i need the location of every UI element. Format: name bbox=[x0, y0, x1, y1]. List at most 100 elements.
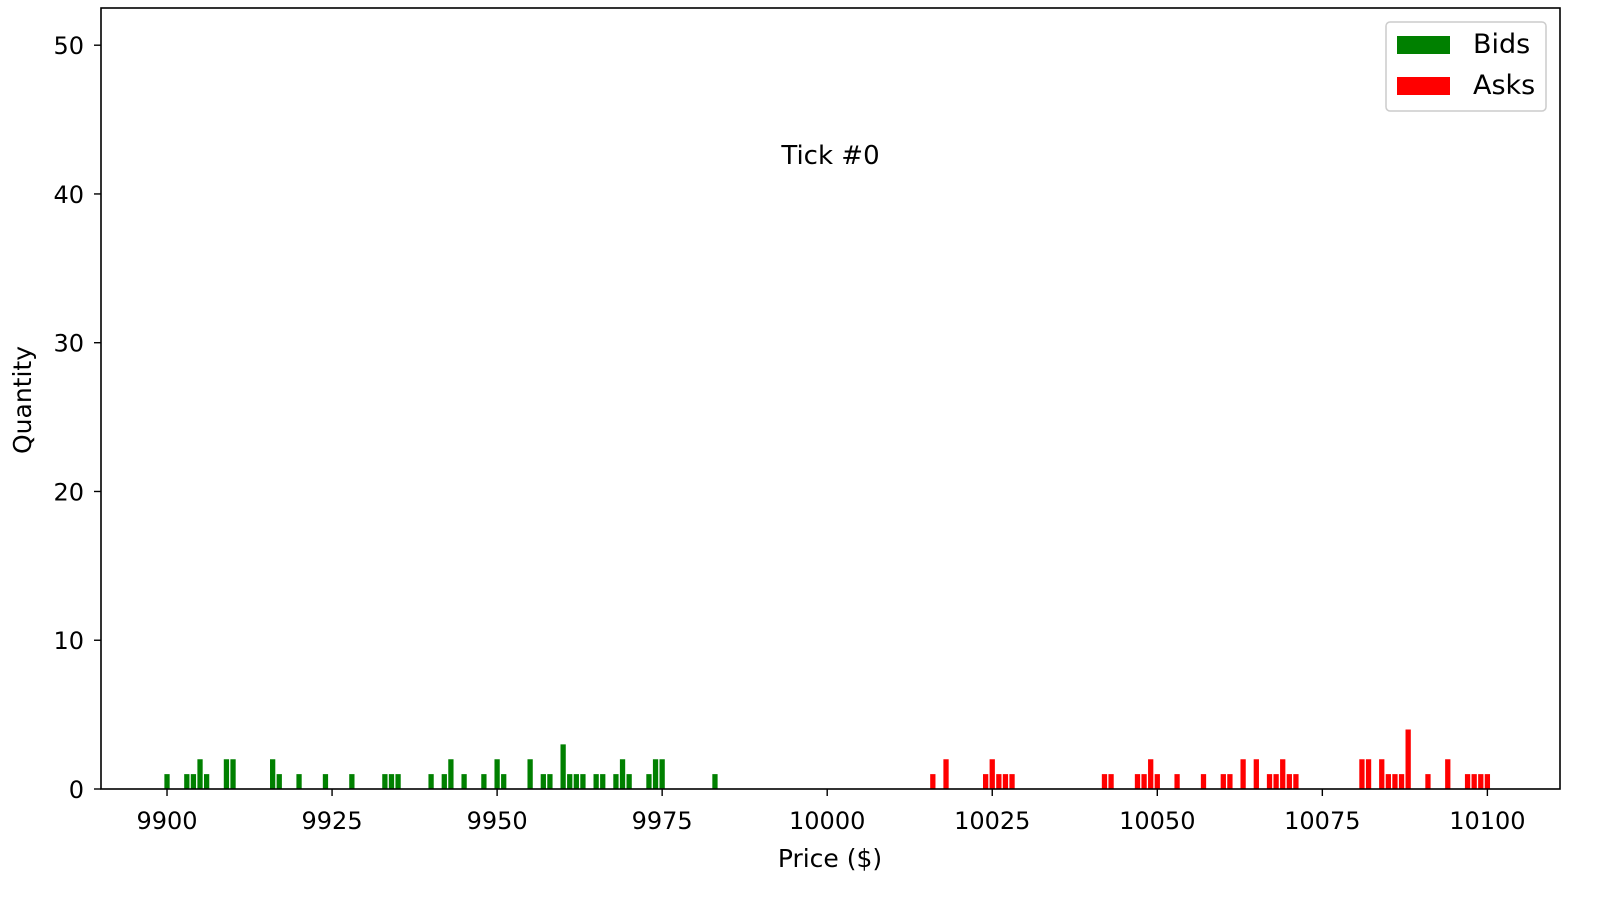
legend-swatch-bids bbox=[1397, 36, 1450, 54]
bar-bids-9920 bbox=[296, 774, 302, 789]
bar-asks-10068 bbox=[1273, 774, 1279, 789]
bar-asks-10097 bbox=[1464, 774, 1471, 789]
bar-asks-10086 bbox=[1392, 774, 1398, 789]
bar-bids-9945 bbox=[461, 774, 467, 789]
bar-bids-9933 bbox=[382, 774, 388, 789]
bar-bids-9968 bbox=[613, 774, 619, 789]
bar-bids-9906 bbox=[203, 774, 210, 789]
bar-bids-9966 bbox=[600, 774, 606, 789]
bar-asks-10085 bbox=[1385, 774, 1391, 789]
x-axis-label: Price ($) bbox=[778, 844, 882, 873]
bar-bids-9935 bbox=[395, 774, 401, 789]
bar-bids-9957 bbox=[540, 774, 546, 789]
bar-asks-10018 bbox=[943, 759, 949, 789]
y-tick-label-0: 0 bbox=[69, 776, 84, 804]
bar-bids-9970 bbox=[626, 774, 632, 789]
bar-bids-9916 bbox=[270, 759, 276, 789]
x-tick-label-9975: 9975 bbox=[632, 807, 693, 835]
bar-bids-9963 bbox=[580, 774, 586, 789]
bar-asks-10028 bbox=[1009, 774, 1015, 789]
bar-bids-9904 bbox=[190, 774, 197, 789]
x-tick-label-10025: 10025 bbox=[954, 807, 1030, 835]
bar-asks-10047 bbox=[1134, 774, 1141, 789]
bars-layer bbox=[164, 729, 1491, 789]
x-tick-label-9925: 9925 bbox=[302, 807, 363, 835]
bar-bids-9917 bbox=[276, 774, 282, 789]
legend-label-asks: Asks bbox=[1473, 70, 1535, 101]
bar-asks-10084 bbox=[1379, 759, 1385, 789]
bar-asks-10060 bbox=[1220, 774, 1226, 789]
tick-annotation: Tick #0 bbox=[780, 141, 879, 171]
bar-asks-10042 bbox=[1101, 774, 1108, 789]
x-tick-label-10100: 10100 bbox=[1449, 807, 1525, 835]
y-tick-label-40: 40 bbox=[53, 181, 84, 209]
bar-bids-9950 bbox=[494, 759, 500, 789]
bar-bids-9948 bbox=[481, 774, 487, 789]
bar-bids-9900 bbox=[164, 774, 170, 789]
legend-label-bids: Bids bbox=[1473, 29, 1530, 60]
bar-bids-9934 bbox=[388, 774, 395, 789]
bar-asks-10088 bbox=[1405, 729, 1411, 789]
bar-bids-9928 bbox=[349, 774, 355, 789]
bar-asks-10091 bbox=[1425, 774, 1431, 789]
bar-asks-10024 bbox=[983, 774, 989, 789]
x-tick-label-9900: 9900 bbox=[136, 807, 197, 835]
bar-asks-10049 bbox=[1148, 759, 1154, 789]
ticks-layer: 9900 9925 9950 9975 10000 10025 10050 10075 1010… bbox=[53, 32, 1525, 835]
legend-swatch-asks bbox=[1397, 77, 1450, 95]
bar-asks-10071 bbox=[1293, 774, 1299, 789]
bar-bids-9983 bbox=[712, 774, 718, 789]
y-tick-label-50: 50 bbox=[53, 32, 84, 60]
bar-asks-10070 bbox=[1286, 774, 1292, 789]
bar-asks-10053 bbox=[1174, 774, 1180, 789]
bar-asks-10043 bbox=[1108, 774, 1114, 789]
bar-asks-10025 bbox=[989, 759, 995, 789]
legend: Bids Asks bbox=[1385, 21, 1547, 112]
x-tick-label-10000: 10000 bbox=[789, 807, 865, 835]
bar-asks-10067 bbox=[1266, 774, 1273, 789]
bar-bids-9951 bbox=[501, 774, 507, 789]
bar-bids-9962 bbox=[573, 774, 579, 789]
bar-asks-10065 bbox=[1253, 759, 1259, 789]
bar-asks-10069 bbox=[1280, 759, 1286, 789]
bar-bids-9955 bbox=[527, 759, 533, 789]
bar-asks-10057 bbox=[1200, 774, 1207, 789]
bar-bids-9910 bbox=[230, 759, 236, 789]
bar-asks-10100 bbox=[1484, 774, 1491, 789]
bar-bids-9942 bbox=[441, 774, 447, 789]
x-tick-label-10050: 10050 bbox=[1119, 807, 1195, 835]
bar-asks-10027 bbox=[1002, 774, 1009, 789]
bar-asks-10098 bbox=[1471, 774, 1477, 789]
y-tick-label-20: 20 bbox=[53, 478, 84, 506]
bar-bids-9975 bbox=[659, 759, 665, 789]
bar-asks-10061 bbox=[1227, 774, 1233, 789]
bar-bids-9965 bbox=[593, 774, 599, 789]
bar-asks-10081 bbox=[1359, 759, 1365, 789]
bar-bids-9958 bbox=[547, 774, 553, 789]
bar-bids-9973 bbox=[646, 774, 652, 789]
bar-bids-9943 bbox=[448, 759, 454, 789]
bar-bids-9903 bbox=[184, 774, 190, 789]
y-axis-label: Quantity bbox=[8, 346, 37, 454]
bar-bids-9905 bbox=[197, 759, 203, 789]
bar-asks-10094 bbox=[1445, 759, 1451, 789]
bar-bids-9909 bbox=[223, 759, 230, 789]
bar-asks-10026 bbox=[996, 774, 1002, 789]
bar-asks-10063 bbox=[1240, 759, 1246, 789]
bar-bids-9974 bbox=[652, 759, 659, 789]
bar-asks-10087 bbox=[1398, 774, 1405, 789]
bar-asks-10082 bbox=[1365, 759, 1372, 789]
y-tick-label-30: 30 bbox=[53, 330, 84, 358]
y-tick-label-10: 10 bbox=[53, 627, 84, 655]
x-tick-label-10075: 10075 bbox=[1284, 807, 1360, 835]
bar-asks-10016 bbox=[930, 774, 936, 789]
x-tick-label-9950: 9950 bbox=[467, 807, 528, 835]
bar-asks-10099 bbox=[1478, 774, 1484, 789]
bar-asks-10048 bbox=[1141, 774, 1147, 789]
bar-bids-9940 bbox=[428, 774, 434, 789]
bar-bids-9924 bbox=[322, 774, 329, 789]
bar-bids-9961 bbox=[567, 774, 573, 789]
plot-frame bbox=[100, 7, 1561, 790]
